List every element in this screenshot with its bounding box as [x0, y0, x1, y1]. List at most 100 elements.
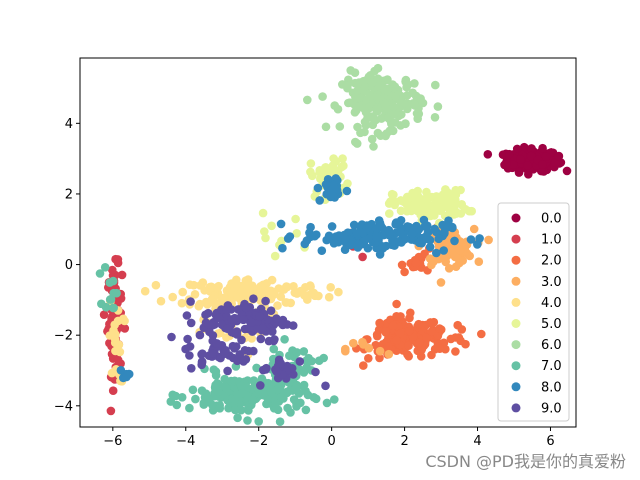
legend-marker: [511, 276, 521, 286]
data-point: [392, 335, 401, 345]
legend-label: 4.0: [541, 296, 562, 311]
data-point: [343, 179, 352, 188]
data-point: [349, 338, 358, 348]
data-point: [352, 229, 362, 238]
data-point: [272, 314, 281, 323]
data-point: [244, 403, 253, 412]
data-point: [465, 206, 474, 216]
data-point: [473, 240, 482, 249]
data-point: [241, 303, 251, 313]
data-point: [187, 364, 196, 373]
data-point: [408, 88, 418, 98]
data-point: [211, 383, 220, 393]
data-point: [214, 313, 224, 323]
data-point: [372, 233, 381, 242]
data-point: [255, 381, 265, 390]
y-tick-label: 4: [65, 117, 73, 132]
data-point: [151, 280, 161, 290]
data-point: [283, 234, 293, 243]
y-tick-label: 2: [65, 187, 73, 202]
legend-label: 7.0: [541, 359, 562, 374]
data-point: [422, 221, 432, 230]
data-point: [252, 363, 261, 373]
data-point: [420, 249, 429, 259]
data-point: [212, 339, 222, 348]
data-point: [400, 267, 409, 277]
data-point: [366, 71, 375, 80]
data-point: [382, 85, 392, 95]
data-point: [456, 336, 465, 346]
data-point: [227, 315, 237, 324]
data-point: [262, 399, 271, 409]
legend-label: 1.0: [541, 233, 562, 248]
data-point: [326, 283, 336, 292]
watermark: CSDN @PD我是你的真爱粉: [425, 452, 626, 471]
data-point: [319, 353, 329, 363]
data-point: [350, 68, 360, 77]
data-point: [512, 144, 522, 154]
data-point: [306, 159, 316, 168]
data-point: [554, 151, 564, 161]
data-point: [186, 318, 196, 328]
data-point: [230, 395, 239, 405]
data-point: [411, 258, 421, 268]
data-point: [523, 161, 532, 170]
data-point: [178, 287, 187, 297]
data-point: [362, 223, 372, 233]
data-point: [311, 367, 320, 377]
data-point: [108, 303, 118, 313]
data-point: [466, 235, 476, 244]
data-point: [260, 227, 269, 236]
data-point: [140, 286, 150, 296]
data-point: [436, 278, 446, 287]
data-point: [220, 293, 229, 303]
data-point: [411, 203, 421, 213]
data-point: [200, 286, 209, 295]
y-tick-label: −2: [54, 329, 73, 344]
data-point: [397, 260, 407, 270]
data-point: [388, 102, 398, 111]
data-point: [313, 183, 323, 193]
data-point: [295, 357, 305, 366]
data-point: [321, 381, 330, 391]
data-point: [276, 359, 286, 368]
data-point: [410, 101, 420, 110]
data-point: [258, 208, 268, 218]
data-point: [215, 404, 225, 413]
data-point: [198, 349, 207, 359]
data-point: [99, 310, 109, 320]
legend-label: 9.0: [541, 401, 562, 416]
data-point: [211, 371, 221, 380]
data-point: [252, 285, 262, 294]
data-point: [375, 346, 385, 356]
data-point: [114, 340, 124, 350]
data-point: [346, 240, 356, 250]
data-point: [384, 349, 394, 359]
data-point: [183, 334, 192, 344]
data-point: [508, 160, 518, 169]
data-point: [538, 160, 547, 169]
data-point: [109, 326, 118, 335]
data-point: [256, 334, 266, 344]
data-point: [396, 206, 406, 216]
data-point: [350, 78, 360, 88]
data-point: [299, 347, 309, 356]
data-point: [276, 219, 286, 229]
data-point: [404, 222, 414, 232]
data-point: [106, 406, 116, 416]
data-point: [280, 335, 289, 344]
data-point: [208, 349, 217, 359]
data-point: [432, 248, 441, 258]
data-point: [434, 234, 444, 244]
data-point: [415, 338, 424, 347]
data-point: [305, 281, 315, 290]
legend-marker: [511, 213, 521, 223]
data-point: [562, 166, 572, 176]
data-point: [354, 240, 363, 249]
data-point: [477, 329, 486, 339]
data-point: [270, 251, 280, 261]
data-point: [213, 283, 222, 293]
data-point: [365, 92, 375, 101]
data-point: [321, 122, 331, 132]
legend-marker: [511, 255, 521, 265]
